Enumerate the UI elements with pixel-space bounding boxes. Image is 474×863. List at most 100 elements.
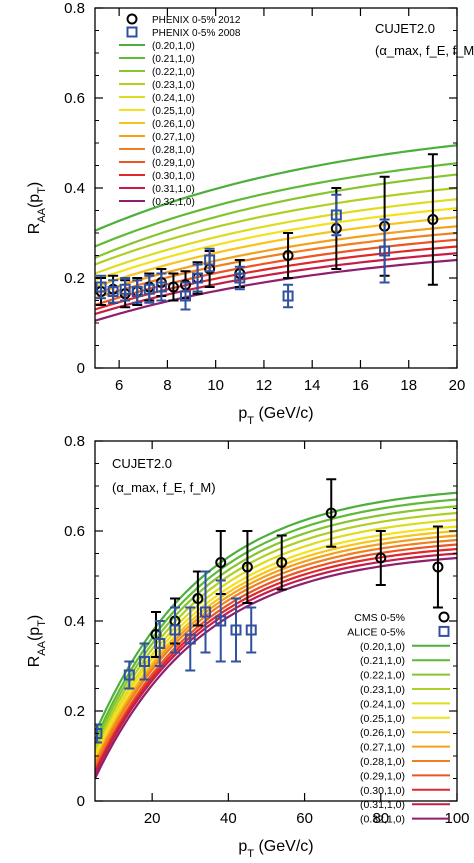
model-params: (α_max, f_E, f_M) — [112, 480, 216, 495]
data-points — [95, 153, 439, 311]
y-tick-label: 0.4 — [64, 613, 85, 630]
legend-label: (0.25,1,0) — [152, 106, 195, 117]
model-name: CUJET2.0 — [375, 21, 435, 36]
legend-label: (0.29,1,0) — [360, 770, 405, 782]
data-point-0-3 — [215, 557, 227, 568]
legend-label: (0.27,1,0) — [152, 132, 195, 143]
model-curve-11 — [95, 552, 457, 775]
data-point-1-1 — [123, 669, 135, 681]
bottom-panel: 0 0.2 0.4 0.6 0.8 20 40 60 80 100 pT (GeV/c) RAA(pT… — [26, 433, 470, 860]
data-point-1-8 — [230, 624, 242, 636]
data-point-0-6 — [325, 507, 337, 519]
data-point-0-2 — [192, 593, 204, 604]
model-curve-7 — [95, 534, 457, 764]
data-point-1-10 — [282, 290, 294, 302]
x-tick-label: 80 — [372, 810, 389, 827]
x-tick-label: 6 — [115, 377, 123, 394]
model-curve-5 — [95, 207, 457, 282]
data-point-1-2 — [119, 283, 131, 295]
legend-label: (0.24,1,0) — [152, 93, 195, 104]
legend-label: (0.21,1,0) — [360, 655, 405, 667]
x-tick-label: 18 — [400, 377, 417, 394]
legend-label: (0.26,1,0) — [360, 727, 405, 739]
x-tick-label: 8 — [163, 377, 171, 394]
model-curve-6 — [95, 216, 457, 289]
data-point-0-11 — [282, 250, 294, 261]
y-axis-label: RAA(pT) — [26, 182, 48, 235]
x-tick-label: 100 — [444, 810, 469, 827]
legend-label: (0.31,1,0) — [152, 184, 195, 195]
y-tick-label: 0.6 — [64, 523, 85, 540]
model-curve-2 — [95, 173, 457, 259]
x-tick-label: 20 — [144, 810, 161, 827]
legend-label: (0.32,1,0) — [360, 814, 405, 826]
data-point-1-11 — [330, 209, 342, 221]
model-curve-8 — [95, 231, 457, 300]
legend-label: (0.24,1,0) — [360, 698, 405, 710]
data-point-0-14 — [427, 214, 439, 225]
model-curve-10 — [95, 547, 457, 773]
data-point-1-7 — [192, 272, 204, 284]
model-curve-4 — [95, 198, 457, 275]
legend-label: (0.25,1,0) — [360, 713, 405, 725]
data-point-1-9 — [234, 272, 246, 284]
y-tick-label: 0 — [77, 360, 85, 377]
model-curve-1 — [95, 162, 457, 248]
legend-square — [438, 625, 450, 637]
model-curves — [95, 144, 457, 322]
data-point-1-9 — [245, 624, 257, 636]
model-curve-10 — [95, 245, 457, 311]
model-curve-7 — [95, 225, 457, 295]
data-point-1-5 — [155, 281, 167, 293]
x-axis-label: pT (GeV/c) — [238, 405, 313, 427]
legend-label: (0.30,1,0) — [360, 785, 405, 797]
data-point-0-6 — [167, 281, 179, 293]
legend-label: PHENIX 0-5% 2008 — [152, 28, 241, 39]
data-point-0-5 — [276, 557, 288, 568]
model-name: CUJET2.0 — [112, 456, 172, 471]
x-tick-label: 20 — [449, 377, 466, 394]
legend-circle — [438, 611, 450, 623]
plot-frame — [94, 7, 458, 369]
data-point-0-7 — [375, 552, 387, 564]
y-tick-label: 0.8 — [64, 433, 85, 450]
model-curve-12 — [95, 556, 457, 779]
legend-label: (0.32,1,0) — [152, 197, 195, 208]
model-curve-9 — [95, 238, 457, 307]
legend-label: (0.22,1,0) — [152, 67, 195, 78]
data-point-1-4 — [143, 283, 155, 295]
y-axis-label: RAA(pT) — [26, 615, 48, 668]
y-tick-label: 0.4 — [64, 180, 85, 197]
data-point-1-8 — [204, 254, 216, 266]
y-tick-label: 0.6 — [64, 90, 85, 107]
data-points — [95, 478, 444, 744]
y-tick-label: 0 — [77, 793, 85, 810]
data-point-1-4 — [169, 624, 181, 636]
y-tick-label: 0.2 — [64, 270, 85, 287]
legend-label: (0.27,1,0) — [360, 742, 405, 754]
x-axis-label: pT (GeV/c) — [238, 838, 313, 860]
x-tick-label: 14 — [304, 377, 321, 394]
data-point-1-6 — [180, 290, 191, 302]
legend-square — [126, 26, 138, 38]
data-point-1-2 — [139, 656, 151, 667]
data-point-1-1 — [107, 286, 119, 297]
data-point-1-5 — [184, 633, 196, 645]
x-tick-label: 60 — [296, 810, 313, 827]
data-point-1-3 — [131, 286, 143, 297]
legend-label: ALICE 0-5% — [347, 626, 405, 638]
legend-label: (0.31,1,0) — [360, 799, 405, 811]
model-curve-11 — [95, 252, 457, 316]
legend-label: (0.22,1,0) — [360, 670, 405, 682]
legend-label: (0.29,1,0) — [152, 158, 195, 169]
data-point-1-6 — [200, 606, 212, 618]
data-point-1-12 — [379, 245, 391, 257]
legend-label: (0.28,1,0) — [360, 756, 405, 768]
top-panel: 0 0.2 0.4 0.6 0.8 6 8 10 12 14 16 18 20 pT (GeV/c) RAA… — [26, 0, 474, 427]
model-curve-6 — [95, 529, 457, 761]
data-point-1-0 — [95, 281, 107, 293]
legend-label: (0.30,1,0) — [152, 171, 195, 182]
legend-label: (0.26,1,0) — [152, 119, 195, 130]
legend-label: PHENIX 0-5% 2012 — [152, 15, 241, 26]
data-point-1-3 — [154, 638, 166, 649]
